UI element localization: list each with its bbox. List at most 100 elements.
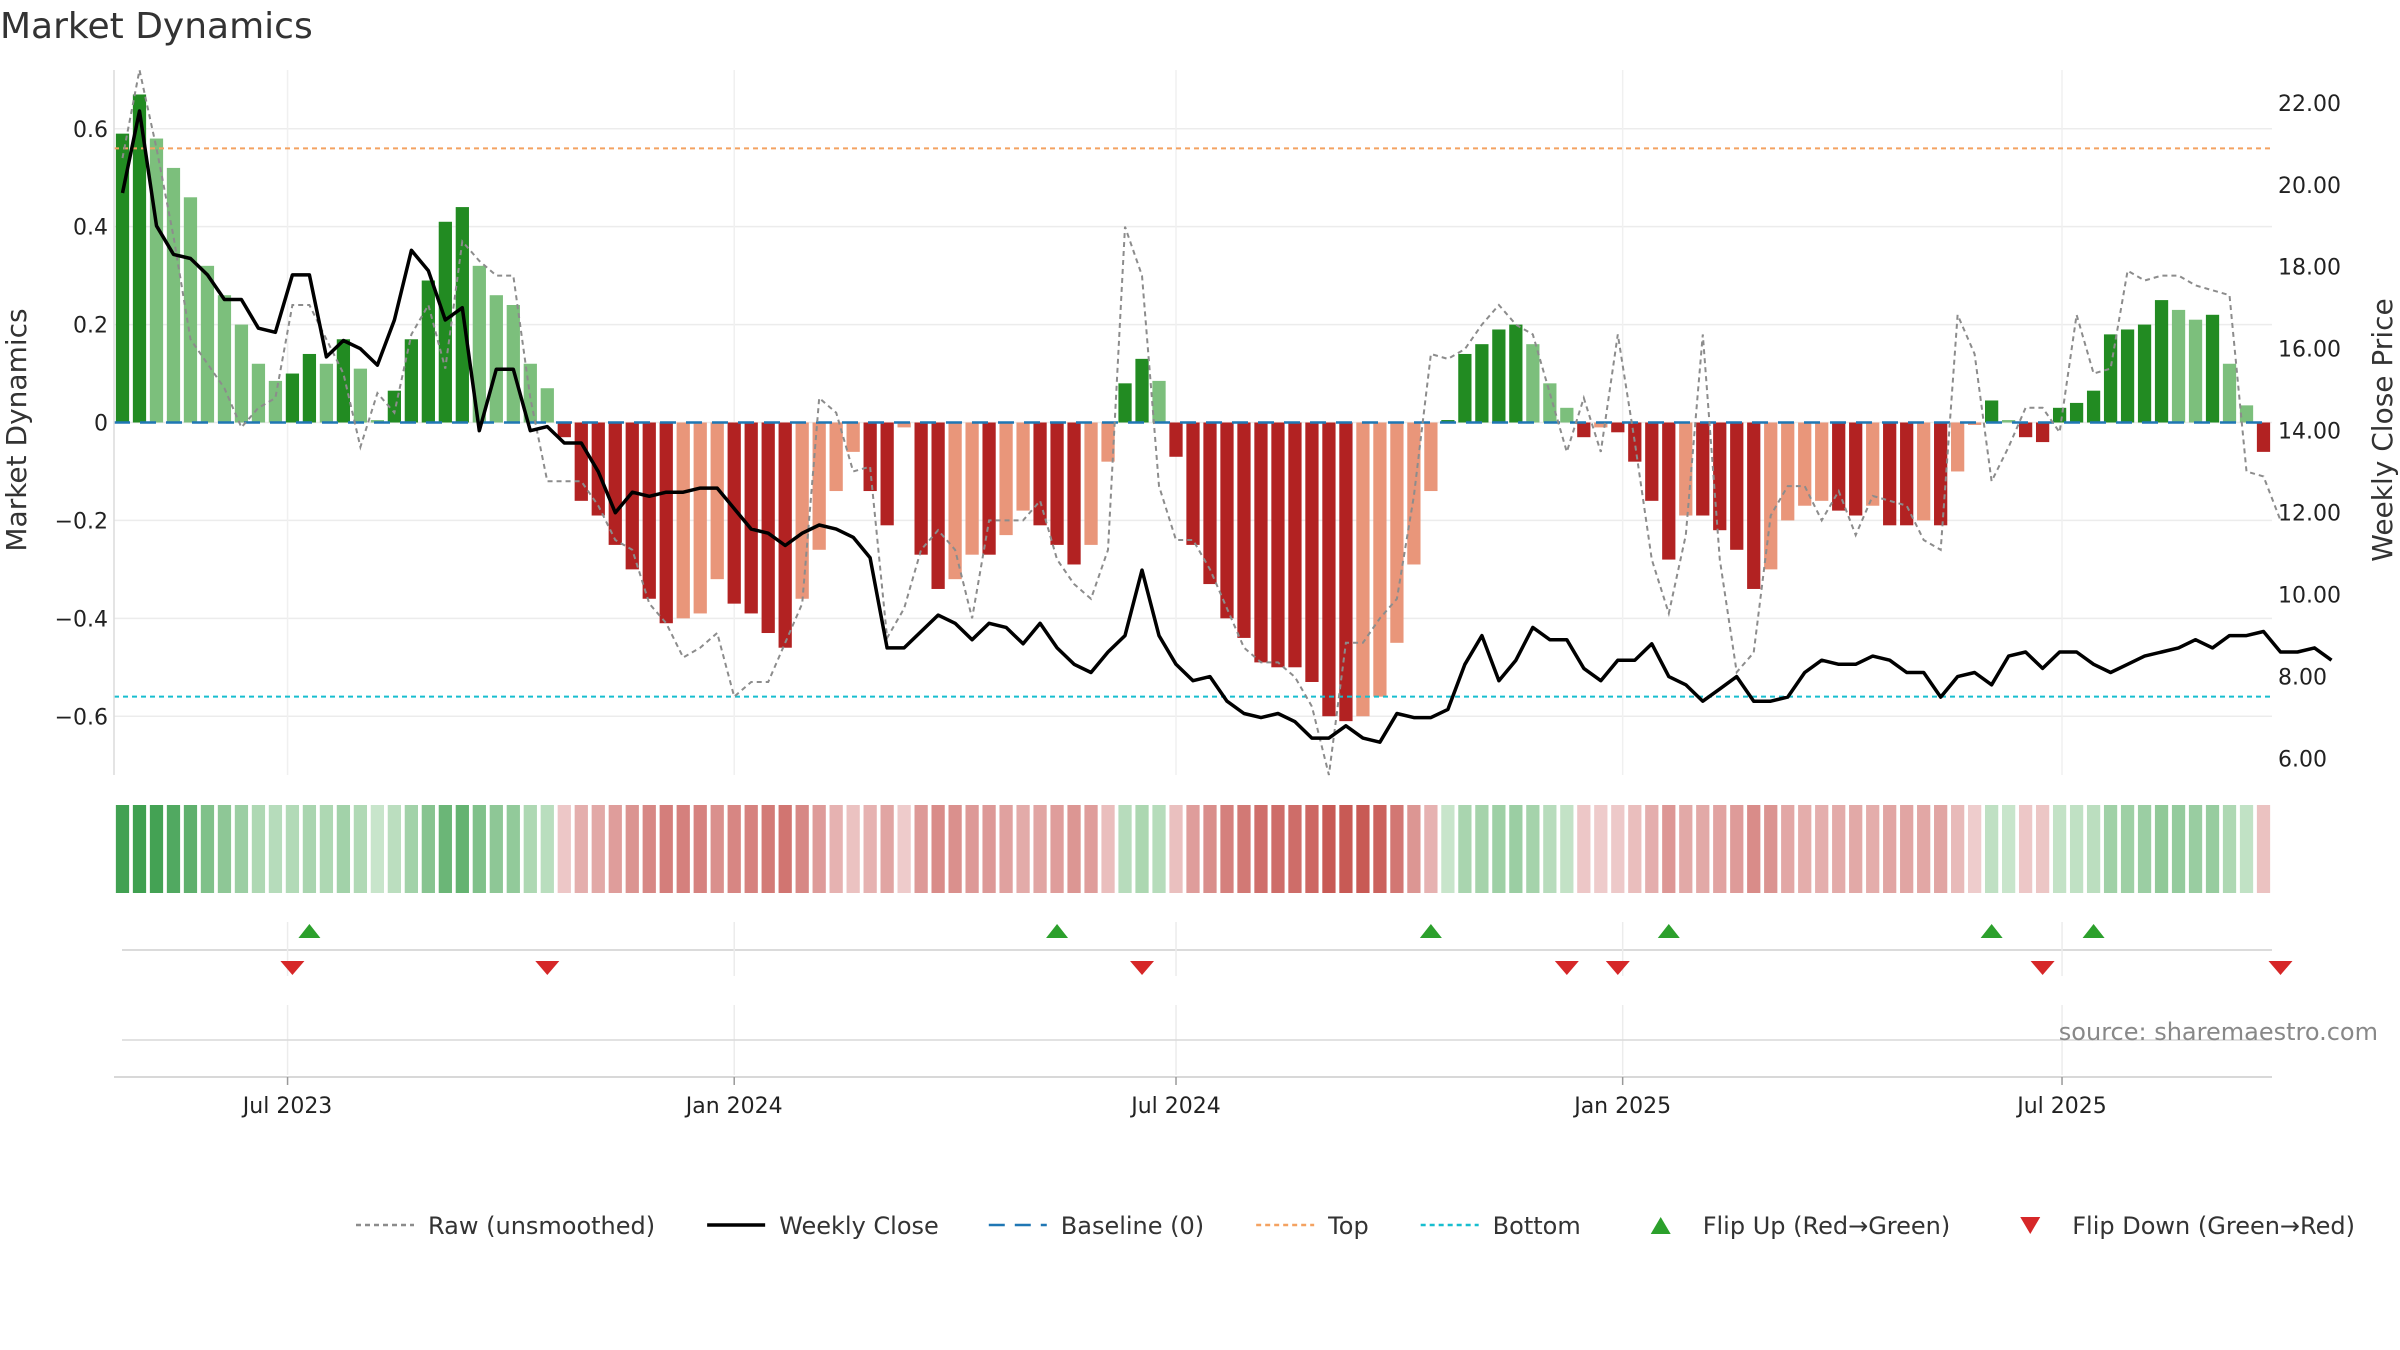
- momentum-bar: [1917, 422, 1931, 521]
- regime-strip-cell: [1067, 805, 1081, 893]
- momentum-bar: [200, 265, 215, 423]
- regime-strip-cell: [1866, 805, 1880, 893]
- regime-strip-cell: [812, 805, 826, 893]
- regime-strip-cell: [1696, 805, 1710, 893]
- regime-strip-cell: [693, 805, 707, 893]
- momentum-bar: [2018, 422, 2033, 438]
- legend-swatch-flip-up: [1650, 1217, 1671, 1234]
- momentum-bar: [1322, 422, 1336, 717]
- x-tick-label: Jan 2024: [684, 1094, 783, 1119]
- raw-unsmoothed-line: [121, 69, 2282, 776]
- momentum-bar: [931, 422, 945, 589]
- regime-strip-cell: [2001, 805, 2016, 893]
- regime-strip-cell: [1594, 805, 1608, 893]
- legend-label: Weekly Close: [779, 1212, 939, 1240]
- momentum-bar: [1254, 422, 1268, 663]
- regime-strip-cell: [285, 805, 300, 893]
- y-right-tick-label: 18.00: [2278, 256, 2341, 281]
- legend-label: Bottom: [1493, 1212, 1581, 1240]
- regime-strip-cell: [149, 805, 164, 893]
- regime-strip-cell: [438, 805, 452, 893]
- momentum-bar: [2086, 390, 2101, 423]
- regime-strip-cell: [1288, 805, 1302, 893]
- momentum-bar: [795, 422, 809, 599]
- regime-strip-cell: [217, 805, 232, 893]
- flip-down-marker: [1554, 961, 1579, 975]
- regime-strip-cell: [2086, 805, 2101, 893]
- momentum-bar: [1458, 353, 1472, 423]
- momentum-bar: [472, 265, 486, 423]
- momentum-bar: [1237, 422, 1251, 638]
- regime-strip-cell: [1322, 805, 1336, 893]
- regime-strip-cell: [1798, 805, 1812, 893]
- momentum-bar: [1832, 422, 1846, 511]
- momentum-bar: [132, 94, 147, 423]
- regime-strip-cell: [1390, 805, 1404, 893]
- regime-strip-cell: [1985, 805, 1999, 893]
- momentum-bar: [1203, 422, 1217, 585]
- legend-item: Top: [1256, 1212, 1369, 1240]
- flip-down-marker: [280, 961, 305, 975]
- momentum-bar: [217, 295, 232, 423]
- momentum-bar: [285, 373, 300, 423]
- momentum-bar: [302, 353, 317, 423]
- regime-strip-cell: [1764, 805, 1778, 893]
- y-axis-right-title: Weekly Close Price: [2366, 298, 2399, 561]
- y-right-tick-label: 12.00: [2278, 502, 2341, 527]
- momentum-bar: [761, 422, 775, 634]
- legend-item: Raw (unsmoothed): [356, 1212, 655, 1240]
- regime-strip-cell: [999, 805, 1013, 893]
- flip-markers-panel: [122, 922, 2293, 976]
- momentum-bar: [1475, 344, 1489, 423]
- momentum-bars: [115, 94, 2271, 722]
- regime-strip-cell: [2154, 805, 2169, 893]
- momentum-bar: [1798, 422, 1812, 506]
- regime-strip-cell: [540, 805, 554, 893]
- regime-strip-cell: [1849, 805, 1863, 893]
- momentum-bar: [812, 422, 826, 550]
- momentum-bar: [438, 221, 452, 423]
- regime-strip-cell: [965, 805, 979, 893]
- flip-up-marker: [298, 924, 321, 938]
- regime-strip-cell: [455, 805, 469, 893]
- regime-strip: [115, 805, 2271, 893]
- momentum-bar: [1084, 422, 1098, 545]
- momentum-bar: [1849, 422, 1863, 516]
- momentum-bar: [183, 197, 198, 423]
- momentum-bar: [1339, 422, 1353, 722]
- regime-strip-cell: [2120, 805, 2135, 893]
- regime-strip-cell: [761, 805, 775, 893]
- momentum-bar: [914, 422, 928, 555]
- regime-strip-cell: [421, 805, 435, 893]
- momentum-bar: [1220, 422, 1234, 619]
- momentum-bar: [540, 388, 554, 423]
- regime-strip-cell: [523, 805, 537, 893]
- momentum-bar: [1271, 422, 1285, 668]
- regime-strip-cell: [1934, 805, 1948, 893]
- momentum-bar: [1305, 422, 1319, 682]
- source-credit: source: sharemaestro.com: [2059, 1018, 2378, 1046]
- regime-strip-cell: [2018, 805, 2033, 893]
- regime-strip-cell: [914, 805, 928, 893]
- momentum-bar: [1186, 422, 1200, 545]
- regime-strip-cell: [1951, 805, 1965, 893]
- y-right-tick-label: 16.00: [2278, 338, 2341, 363]
- y-right-tick-label: 8.00: [2278, 666, 2327, 691]
- momentum-bar: [2256, 422, 2271, 452]
- regime-strip-cell: [1713, 805, 1727, 893]
- momentum-bar: [778, 422, 792, 648]
- flip-up-marker: [2082, 924, 2105, 938]
- flip-down-marker: [2268, 961, 2293, 975]
- x-axis: Jul 2023 Jan 2024 Jul 2024 Jan 2025 Jul 2025: [114, 1076, 2272, 1119]
- regime-strip-cell: [2256, 805, 2271, 893]
- momentum-bar: [2222, 363, 2237, 423]
- momentum-bar: [1951, 422, 1965, 472]
- momentum-bar: [1390, 422, 1404, 643]
- regime-strip-cell: [319, 805, 334, 893]
- regime-strip-cell: [625, 805, 639, 893]
- regime-strip-cell: [727, 805, 741, 893]
- momentum-bar: [421, 280, 435, 423]
- momentum-bar: [1560, 407, 1574, 423]
- regime-strip-cell: [1169, 805, 1183, 893]
- momentum-bar: [1424, 422, 1438, 492]
